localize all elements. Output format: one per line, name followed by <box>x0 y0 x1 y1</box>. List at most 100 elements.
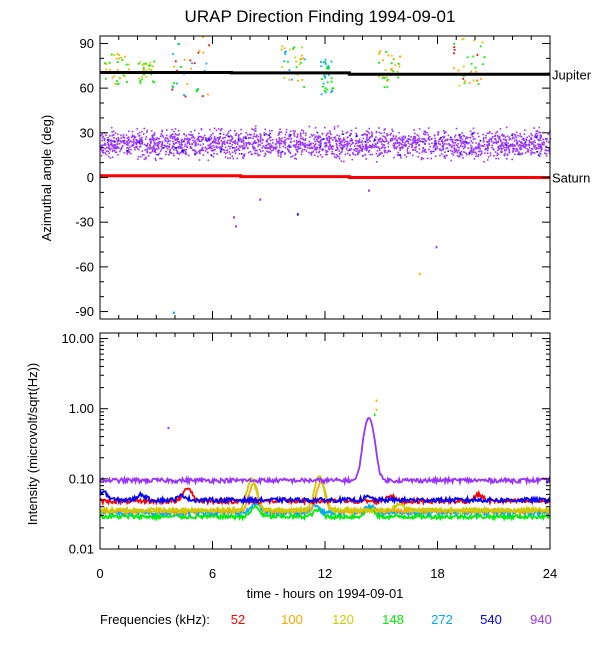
data-point <box>310 133 313 136</box>
data-point <box>158 143 160 145</box>
data-point <box>496 152 499 155</box>
data-point <box>251 128 253 130</box>
data-point <box>400 138 403 141</box>
data-point <box>111 145 114 147</box>
data-point <box>402 138 405 141</box>
data-point <box>537 138 539 141</box>
data-point <box>517 145 520 147</box>
data-point <box>442 145 445 148</box>
data-point <box>437 141 440 143</box>
data-point <box>140 140 143 143</box>
data-point <box>339 153 341 155</box>
data-point <box>465 153 468 156</box>
data-point <box>186 142 189 145</box>
data-point <box>225 134 228 136</box>
data-point <box>315 146 318 149</box>
data-point <box>242 147 244 149</box>
data-point <box>110 139 113 142</box>
data-point <box>390 140 392 142</box>
data-point <box>330 60 333 63</box>
data-point <box>463 135 466 137</box>
data-point <box>328 139 330 142</box>
data-point <box>186 141 189 143</box>
data-point <box>492 136 494 138</box>
data-point <box>537 143 539 145</box>
data-point <box>369 140 371 142</box>
data-point <box>136 142 138 144</box>
data-point <box>521 138 524 140</box>
data-point <box>178 146 181 148</box>
data-point <box>451 141 454 144</box>
data-point <box>168 145 170 148</box>
data-point <box>486 141 489 144</box>
data-point <box>502 145 504 147</box>
data-point <box>126 150 129 152</box>
data-point <box>189 59 192 62</box>
data-point <box>169 140 171 142</box>
data-point <box>455 139 457 142</box>
data-point <box>429 136 431 138</box>
data-point <box>447 150 449 152</box>
data-point <box>238 153 241 155</box>
data-point <box>306 147 309 149</box>
data-point <box>354 142 357 145</box>
data-point <box>536 130 539 132</box>
data-point <box>290 134 292 136</box>
data-point <box>488 140 490 142</box>
data-point <box>331 148 334 150</box>
data-point <box>472 150 475 152</box>
data-point <box>175 141 178 144</box>
data-point <box>151 136 154 139</box>
data-point <box>116 147 118 150</box>
data-point <box>422 147 424 150</box>
data-point <box>504 152 506 155</box>
data-point <box>269 147 272 149</box>
data-point <box>533 147 536 149</box>
data-point <box>439 137 441 140</box>
intensity-ylabel: Intensity (microvolt/sqrt(Hz)) <box>25 363 40 526</box>
data-point <box>469 136 471 139</box>
data-point <box>479 148 481 150</box>
data-point <box>175 147 178 149</box>
data-point <box>533 139 536 142</box>
data-point <box>408 138 410 141</box>
data-point <box>491 144 493 147</box>
data-point <box>459 154 461 156</box>
data-point <box>222 137 225 139</box>
data-point <box>362 155 364 157</box>
data-point <box>477 145 479 148</box>
data-point <box>336 148 339 151</box>
data-point <box>102 151 104 154</box>
data-point <box>366 148 368 151</box>
data-point <box>357 153 359 155</box>
legend-entry-120: 120 <box>332 612 354 627</box>
data-point <box>338 155 340 158</box>
data-point <box>491 146 493 149</box>
data-point <box>378 147 381 150</box>
data-point <box>187 140 189 142</box>
data-point <box>510 144 513 146</box>
data-point <box>207 159 210 162</box>
data-point <box>511 143 514 145</box>
data-point <box>169 151 171 154</box>
data-point <box>512 145 514 148</box>
data-point <box>407 151 409 153</box>
data-point <box>150 142 152 144</box>
data-point <box>475 146 478 149</box>
data-point <box>411 143 413 145</box>
data-point <box>149 141 152 143</box>
data-point <box>114 146 117 149</box>
data-point <box>139 145 142 148</box>
data-point <box>375 131 378 134</box>
data-point <box>263 132 266 134</box>
data-point <box>506 135 509 137</box>
data-point <box>161 134 164 137</box>
data-point <box>115 147 117 150</box>
data-point <box>478 135 480 138</box>
data-point <box>526 147 528 150</box>
data-point <box>116 133 119 136</box>
data-point <box>292 155 294 157</box>
data-point <box>453 67 455 70</box>
data-point <box>293 132 295 134</box>
data-point <box>318 146 321 149</box>
